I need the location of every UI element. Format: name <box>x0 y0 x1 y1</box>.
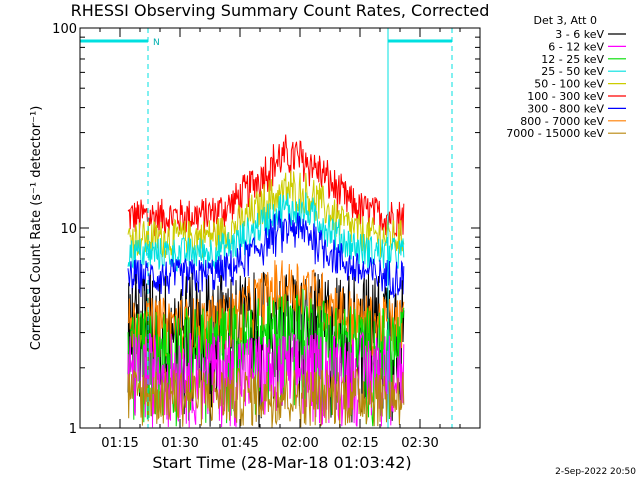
legend-label: 25 - 50 keV <box>541 65 604 78</box>
x-tick-label: 01:15 <box>101 436 138 451</box>
x-tick-label: 02:00 <box>281 436 318 451</box>
chart-title: RHESSI Observing Summary Count Rates, Co… <box>71 1 490 20</box>
y-tick-label: 1 <box>69 422 77 437</box>
x-axis-label: Start Time (28-Mar-18 01:03:42) <box>152 453 411 472</box>
series-line <box>127 288 405 427</box>
series-line <box>127 192 405 272</box>
series-line <box>127 134 405 237</box>
legend-label: 300 - 800 keV <box>527 102 604 115</box>
series-line <box>127 260 405 360</box>
y-tick-label: 10 <box>60 222 77 237</box>
x-tick-label: 02:15 <box>341 436 378 451</box>
orbit-night-label: N <box>153 38 160 48</box>
axes: N 01:15 01:30 01:45 02:00 02:15 02:30 1 10 100 <box>52 22 481 451</box>
y-axis-label: Corrected Count Rate (s⁻¹ detector⁻¹) <box>29 106 44 351</box>
legend-label: 7000 - 15000 keV <box>506 127 604 140</box>
x-tick-label: 01:45 <box>221 436 258 451</box>
series-line <box>127 210 405 299</box>
y-tick-label: 100 <box>52 22 77 37</box>
legend-label: 12 - 25 keV <box>541 53 604 66</box>
legend-label: 800 - 7000 keV <box>520 115 604 128</box>
date-stamp: 2-Sep-2022 20:50 <box>555 467 636 477</box>
series-line <box>127 367 405 429</box>
x-tick-label: 01:30 <box>161 436 198 451</box>
legend-title: Det 3, Att 0 <box>534 14 598 27</box>
legend-label: 6 - 12 keV <box>548 40 604 53</box>
legend-label: 100 - 300 keV <box>527 90 604 103</box>
legend-label: 50 - 100 keV <box>534 78 604 91</box>
legend-label: 3 - 6 keV <box>555 28 604 41</box>
x-tick-label: 02:30 <box>401 436 438 451</box>
plot-area <box>127 134 405 429</box>
